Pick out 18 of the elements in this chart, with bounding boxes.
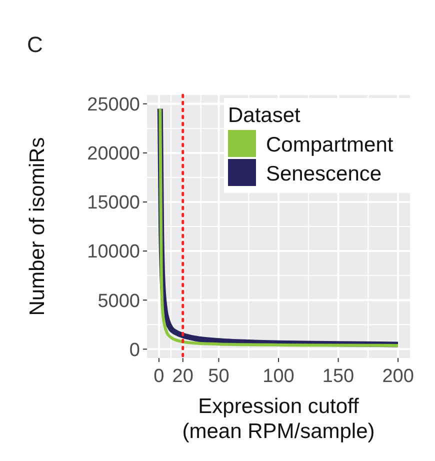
- legend-label: Compartment: [266, 133, 394, 156]
- y-tick-label: 15000: [87, 192, 140, 214]
- chart-title: C: [27, 32, 43, 57]
- y-tick-label: 25000: [87, 94, 140, 116]
- y-tick-label: 5000: [98, 290, 140, 312]
- x-tick-label: 150: [322, 366, 354, 387]
- legend-title: Dataset: [228, 104, 301, 127]
- legend-label: Senescence: [266, 162, 382, 186]
- y-tick-label: 20000: [87, 144, 140, 165]
- y-tick-label: 0: [129, 340, 140, 361]
- x-axis-title: Expression cutoff (mean RPM/sample): [182, 395, 375, 443]
- x-tick-label: 0: [154, 366, 164, 387]
- x-tick-label: 50: [208, 366, 230, 387]
- x-tick-label: 20: [172, 366, 194, 387]
- x-tick-label: 200: [382, 366, 414, 387]
- y-axis-title: Number of isomiRs: [26, 137, 49, 316]
- y-tick-label: 10000: [87, 242, 140, 263]
- x-tick-label: 100: [262, 366, 294, 387]
